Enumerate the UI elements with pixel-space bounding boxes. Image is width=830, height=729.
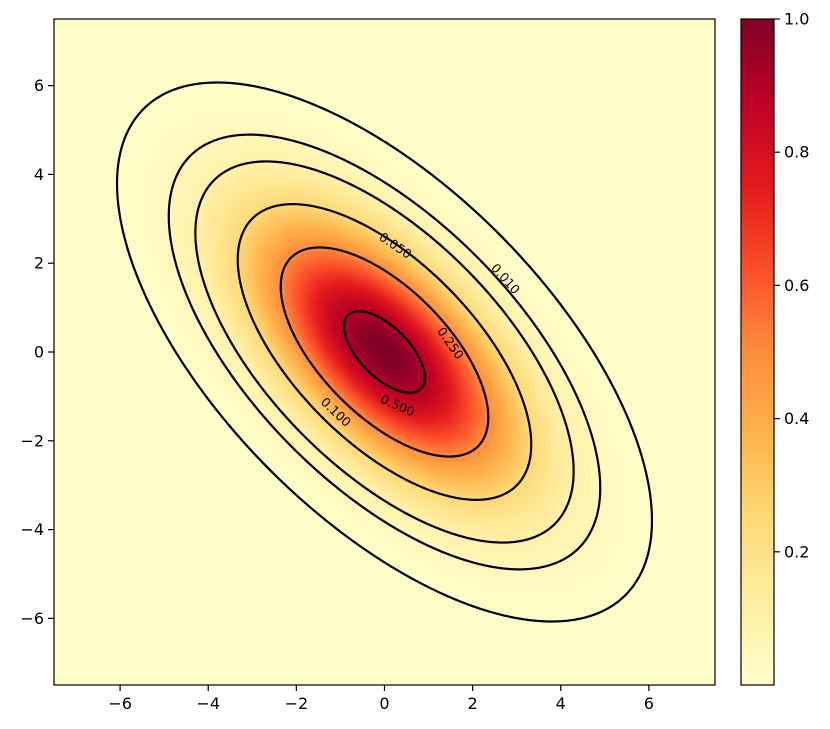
x-tick-label: 6 (644, 694, 654, 713)
x-tick-label: 2 (468, 694, 478, 713)
contour-line-0_5 (279, 246, 490, 458)
y-tick-label: −4 (20, 520, 44, 539)
x-tick-label: 4 (556, 694, 566, 713)
contour-line-0_1 (194, 160, 575, 544)
axes: −6 −4 −2 0 2 4 6 −6 −4 −2 0 2 4 6 (20, 18, 716, 713)
colorbar-tick-label: 0.6 (784, 276, 809, 295)
y-tick-label: 6 (34, 76, 44, 95)
colorbar: 0.2 0.4 0.6 0.8 1.0 (740, 10, 809, 686)
heatmap-image (54, 19, 715, 685)
colorbar-tick-label: 1.0 (784, 10, 809, 29)
y-tick-label: 4 (34, 165, 44, 184)
y-tick-label: 0 (34, 343, 44, 362)
x-tick-label: −2 (285, 694, 309, 713)
x-tick-label: 0 (379, 694, 389, 713)
colorbar-gradient (740, 18, 775, 686)
colorbar-tick-label: 0.4 (784, 409, 809, 428)
y-tick-label: −2 (20, 431, 44, 450)
colorbar-tick-label: 0.2 (784, 542, 809, 561)
x-tick-label: −6 (108, 694, 132, 713)
contour-line-0_9 (342, 310, 427, 394)
y-tick-label: −6 (20, 609, 44, 628)
colorbar-tick-label: 0.8 (784, 143, 809, 162)
contour-line-0_05 (167, 133, 602, 571)
x-tick-label: −4 (196, 694, 220, 713)
contour-line-0_25 (236, 203, 533, 501)
contour-line-0_01 (115, 81, 654, 623)
y-tick-label: 2 (34, 254, 44, 273)
